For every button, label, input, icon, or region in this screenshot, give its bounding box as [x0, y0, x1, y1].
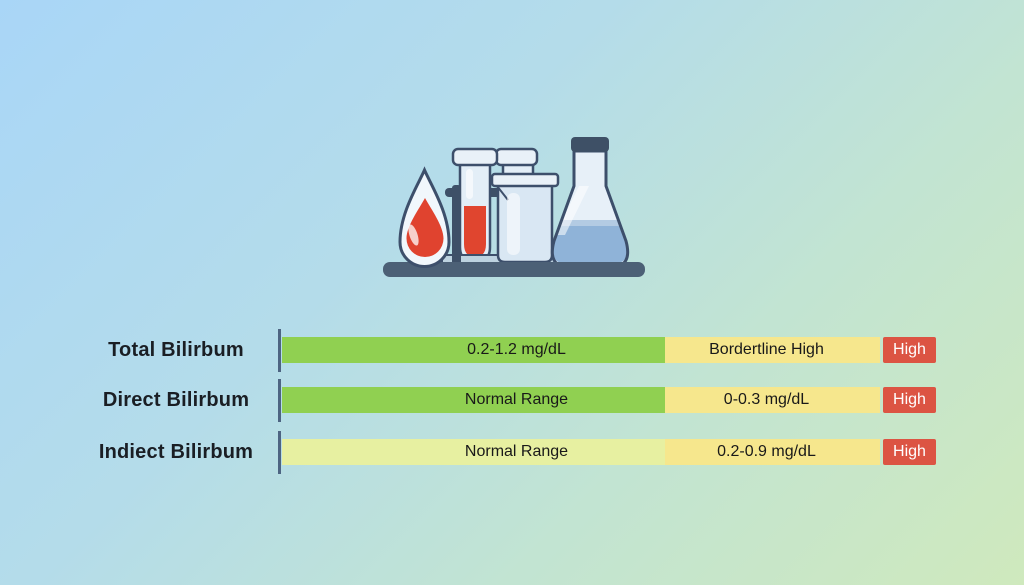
range-segment-normal: Normal Range [282, 387, 665, 413]
range-bar: Normal Range 0.2-0.9 mg/dL High [282, 439, 936, 465]
beaker-icon [490, 172, 560, 264]
row-indirect-bilirubin: Indiect Bilirbum Normal Range 0.2-0.9 mg… [0, 431, 1024, 474]
range-bar: Normal Range 0-0.3 mg/dL High [282, 387, 936, 413]
range-bar: 0.2-1.2 mg/dL Bordertline High High [282, 337, 936, 363]
high-badge: High [883, 439, 936, 465]
row-label: Indiect Bilirbum [98, 441, 254, 463]
row-divider [278, 379, 281, 422]
high-badge: High [883, 387, 936, 413]
tray-icon [383, 262, 645, 277]
stand-pole-icon [452, 185, 461, 265]
row-divider [278, 431, 281, 474]
erlenmeyer-flask-icon [550, 137, 630, 269]
row-direct-bilirubin: Direct Bilirbum Normal Range 0-0.3 mg/dL… [0, 379, 1024, 422]
lab-equipment-illustration [383, 137, 645, 277]
range-segment-borderline: Bordertline High [665, 337, 880, 363]
range-segment-borderline: 0-0.3 mg/dL [665, 387, 880, 413]
range-segment-borderline: 0.2-0.9 mg/dL [665, 439, 880, 465]
row-label: Direct Bilirbum [102, 389, 250, 411]
row-label: Total Bilirbum [108, 339, 244, 361]
range-segment-normal: 0.2-1.2 mg/dL [282, 337, 665, 363]
range-segment-normal: Normal Range [282, 439, 665, 465]
high-badge: High [883, 337, 936, 363]
row-divider [278, 329, 281, 372]
row-total-bilirubin: Total Bilirbum 0.2-1.2 mg/dL Bordertline… [0, 329, 1024, 372]
blood-drop-icon [398, 166, 451, 268]
